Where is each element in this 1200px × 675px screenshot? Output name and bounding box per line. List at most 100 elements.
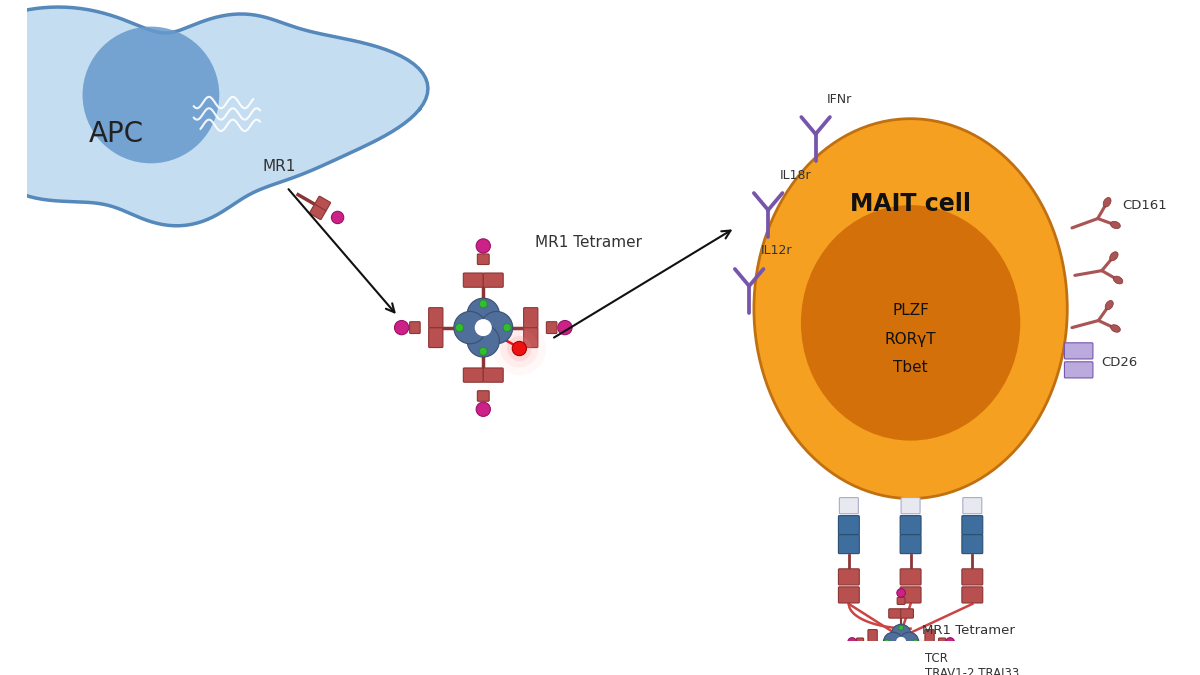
FancyBboxPatch shape bbox=[868, 630, 877, 643]
FancyBboxPatch shape bbox=[839, 587, 859, 603]
FancyBboxPatch shape bbox=[900, 569, 922, 585]
Ellipse shape bbox=[1110, 252, 1118, 261]
Text: CD161: CD161 bbox=[1122, 199, 1168, 212]
Circle shape bbox=[892, 624, 911, 644]
Circle shape bbox=[916, 647, 930, 662]
Circle shape bbox=[500, 329, 539, 367]
FancyBboxPatch shape bbox=[925, 641, 935, 654]
Circle shape bbox=[331, 211, 343, 223]
Circle shape bbox=[848, 638, 857, 646]
FancyBboxPatch shape bbox=[1064, 362, 1093, 378]
FancyBboxPatch shape bbox=[409, 322, 420, 333]
Text: PLZF: PLZF bbox=[892, 303, 929, 318]
FancyBboxPatch shape bbox=[889, 609, 901, 618]
Ellipse shape bbox=[1111, 325, 1121, 332]
FancyBboxPatch shape bbox=[962, 569, 983, 585]
FancyBboxPatch shape bbox=[889, 666, 901, 675]
Text: APC: APC bbox=[89, 120, 144, 148]
FancyBboxPatch shape bbox=[839, 535, 859, 554]
FancyBboxPatch shape bbox=[484, 368, 503, 382]
Text: MR1 Tetramer: MR1 Tetramer bbox=[922, 624, 1015, 637]
Text: MR1 Tetramer: MR1 Tetramer bbox=[535, 235, 642, 250]
Circle shape bbox=[476, 239, 491, 253]
FancyBboxPatch shape bbox=[463, 273, 484, 288]
Ellipse shape bbox=[1103, 198, 1111, 207]
FancyBboxPatch shape bbox=[310, 205, 325, 219]
Circle shape bbox=[395, 321, 409, 335]
FancyBboxPatch shape bbox=[962, 516, 983, 535]
Text: Tbet: Tbet bbox=[893, 360, 928, 375]
Circle shape bbox=[911, 643, 934, 666]
Ellipse shape bbox=[800, 205, 1020, 441]
Circle shape bbox=[475, 319, 492, 336]
Circle shape bbox=[480, 311, 512, 344]
Text: IL12r: IL12r bbox=[761, 244, 792, 257]
FancyBboxPatch shape bbox=[839, 516, 859, 535]
Circle shape bbox=[493, 322, 546, 375]
FancyBboxPatch shape bbox=[857, 638, 864, 646]
Text: CD26: CD26 bbox=[1102, 356, 1138, 369]
FancyBboxPatch shape bbox=[868, 641, 877, 654]
Text: MR1: MR1 bbox=[262, 159, 295, 174]
Circle shape bbox=[456, 323, 463, 331]
FancyBboxPatch shape bbox=[839, 569, 859, 585]
FancyBboxPatch shape bbox=[962, 535, 983, 554]
FancyBboxPatch shape bbox=[839, 497, 858, 514]
FancyBboxPatch shape bbox=[962, 497, 982, 514]
Ellipse shape bbox=[754, 119, 1067, 499]
Circle shape bbox=[896, 589, 905, 597]
Circle shape bbox=[479, 300, 487, 308]
Text: MAIT cell: MAIT cell bbox=[850, 192, 971, 216]
Circle shape bbox=[558, 321, 572, 335]
FancyBboxPatch shape bbox=[523, 327, 538, 348]
FancyBboxPatch shape bbox=[962, 587, 983, 603]
Circle shape bbox=[946, 638, 954, 646]
Ellipse shape bbox=[1110, 221, 1121, 229]
Circle shape bbox=[918, 650, 928, 659]
FancyBboxPatch shape bbox=[523, 308, 538, 327]
FancyBboxPatch shape bbox=[314, 196, 330, 211]
Circle shape bbox=[899, 632, 919, 651]
Circle shape bbox=[503, 323, 511, 331]
Text: IL18r: IL18r bbox=[780, 169, 811, 182]
FancyBboxPatch shape bbox=[900, 535, 922, 554]
FancyBboxPatch shape bbox=[938, 638, 946, 646]
Circle shape bbox=[913, 639, 918, 645]
Ellipse shape bbox=[1114, 276, 1123, 284]
FancyBboxPatch shape bbox=[901, 497, 920, 514]
Circle shape bbox=[899, 654, 904, 659]
FancyBboxPatch shape bbox=[428, 308, 443, 327]
FancyBboxPatch shape bbox=[484, 273, 503, 288]
Ellipse shape bbox=[1105, 300, 1114, 310]
Circle shape bbox=[883, 632, 902, 651]
Circle shape bbox=[884, 639, 889, 645]
Circle shape bbox=[454, 311, 486, 344]
FancyBboxPatch shape bbox=[901, 609, 913, 618]
FancyBboxPatch shape bbox=[428, 327, 443, 348]
FancyBboxPatch shape bbox=[463, 368, 484, 382]
Circle shape bbox=[899, 625, 904, 630]
FancyBboxPatch shape bbox=[925, 630, 935, 643]
Text: IFNr: IFNr bbox=[827, 92, 852, 105]
FancyBboxPatch shape bbox=[900, 587, 922, 603]
Circle shape bbox=[508, 336, 532, 361]
Circle shape bbox=[479, 348, 487, 355]
Text: TCR
TRAV1-2 TRAJ33: TCR TRAV1-2 TRAJ33 bbox=[925, 651, 1019, 675]
Circle shape bbox=[512, 342, 527, 356]
FancyBboxPatch shape bbox=[478, 391, 490, 401]
Circle shape bbox=[907, 639, 938, 670]
Circle shape bbox=[83, 26, 220, 163]
Polygon shape bbox=[0, 7, 428, 225]
FancyBboxPatch shape bbox=[546, 322, 557, 333]
FancyBboxPatch shape bbox=[900, 516, 922, 535]
Text: RORγT: RORγT bbox=[884, 331, 936, 346]
FancyBboxPatch shape bbox=[1064, 343, 1093, 359]
Circle shape bbox=[896, 637, 906, 647]
Circle shape bbox=[892, 640, 911, 659]
FancyBboxPatch shape bbox=[901, 666, 913, 675]
FancyBboxPatch shape bbox=[898, 597, 905, 604]
FancyBboxPatch shape bbox=[478, 254, 490, 265]
Circle shape bbox=[476, 402, 491, 416]
Circle shape bbox=[467, 298, 499, 331]
Circle shape bbox=[467, 325, 499, 357]
